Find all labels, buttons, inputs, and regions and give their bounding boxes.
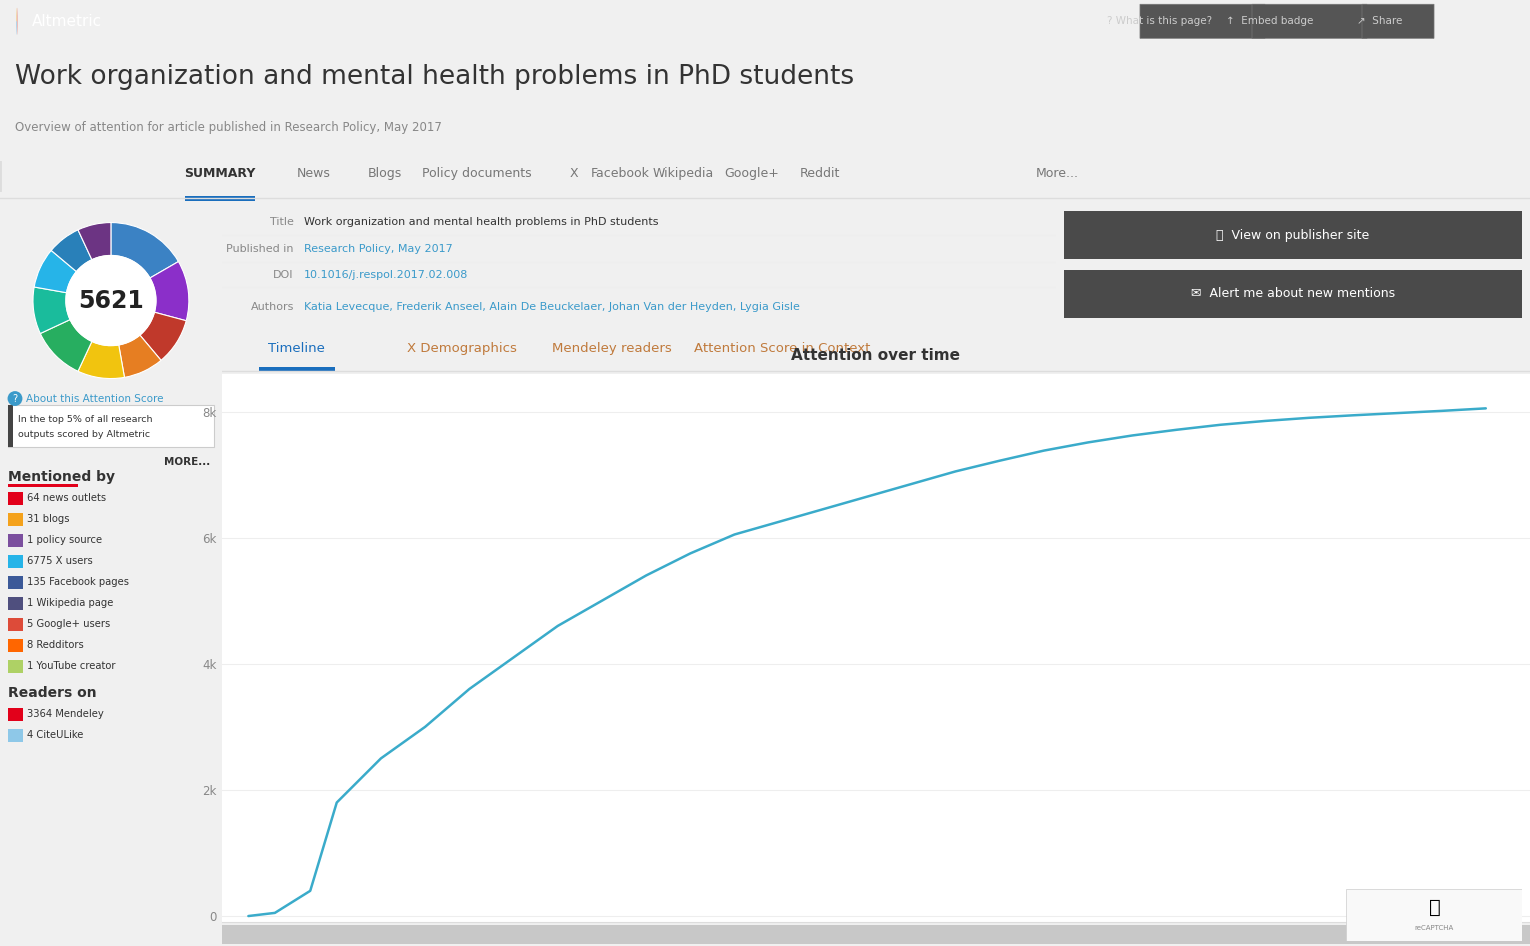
Text: ↑  Embed badge: ↑ Embed badge <box>1227 16 1314 26</box>
Text: About this Attention Score: About this Attention Score <box>26 394 164 404</box>
FancyBboxPatch shape <box>8 575 23 588</box>
FancyBboxPatch shape <box>8 483 78 486</box>
Text: Google+: Google+ <box>725 167 779 180</box>
FancyBboxPatch shape <box>1063 211 1522 259</box>
Wedge shape <box>78 342 124 378</box>
Circle shape <box>66 255 156 345</box>
Wedge shape <box>139 312 187 360</box>
Text: Wikipedia: Wikipedia <box>652 167 713 180</box>
Wedge shape <box>34 287 70 334</box>
Text: 64 news outlets: 64 news outlets <box>28 493 106 503</box>
Wedge shape <box>110 222 179 278</box>
Text: MORE...: MORE... <box>164 457 210 466</box>
FancyBboxPatch shape <box>8 534 23 547</box>
Text: Mendeley readers: Mendeley readers <box>552 342 672 355</box>
FancyBboxPatch shape <box>8 513 23 526</box>
Text: 31 blogs: 31 blogs <box>28 514 69 524</box>
Text: 1 policy source: 1 policy source <box>28 535 103 545</box>
Text: Mentioned by: Mentioned by <box>8 469 115 483</box>
FancyBboxPatch shape <box>185 196 256 201</box>
FancyBboxPatch shape <box>8 405 214 447</box>
FancyBboxPatch shape <box>1063 270 1522 318</box>
Text: News: News <box>297 167 330 180</box>
Text: 🛡: 🛡 <box>1429 898 1440 917</box>
Text: Blogs: Blogs <box>367 167 402 180</box>
FancyBboxPatch shape <box>1252 4 1366 38</box>
Text: Policy documents: Policy documents <box>422 167 532 180</box>
FancyBboxPatch shape <box>1362 4 1434 38</box>
Text: 135 Facebook pages: 135 Facebook pages <box>28 577 129 587</box>
Text: 8 Redditors: 8 Redditors <box>28 640 84 650</box>
Text: DOI: DOI <box>274 270 294 280</box>
Text: 4 CiteULike: 4 CiteULike <box>28 730 83 740</box>
Text: 1 Wikipedia page: 1 Wikipedia page <box>28 598 113 608</box>
Text: ?: ? <box>12 394 17 404</box>
Text: ⧉  View on publisher site: ⧉ View on publisher site <box>1216 229 1369 241</box>
Wedge shape <box>40 320 92 371</box>
Text: In the top 5% of all research: In the top 5% of all research <box>18 414 153 424</box>
Text: 5621: 5621 <box>78 289 144 312</box>
Wedge shape <box>119 335 161 377</box>
Text: X Demographics: X Demographics <box>407 342 517 355</box>
Text: Attention Score in Context: Attention Score in Context <box>693 342 871 355</box>
Text: outputs scored by Altmetric: outputs scored by Altmetric <box>18 430 150 439</box>
Text: Facebook: Facebook <box>591 167 649 180</box>
FancyBboxPatch shape <box>8 659 23 673</box>
FancyBboxPatch shape <box>8 597 23 609</box>
Wedge shape <box>78 222 110 260</box>
FancyBboxPatch shape <box>8 405 12 447</box>
Text: 10.1016/j.respol.2017.02.008: 10.1016/j.respol.2017.02.008 <box>304 270 468 280</box>
FancyBboxPatch shape <box>8 639 23 652</box>
Text: Research Policy, May 2017: Research Policy, May 2017 <box>304 244 453 254</box>
Text: Readers on: Readers on <box>8 686 96 699</box>
Text: Reddit: Reddit <box>800 167 840 180</box>
Text: Published in: Published in <box>226 244 294 254</box>
FancyBboxPatch shape <box>1140 4 1265 38</box>
Title: Attention over time: Attention over time <box>791 348 961 362</box>
FancyBboxPatch shape <box>8 618 23 631</box>
Text: More...: More... <box>1036 167 1079 180</box>
Text: ? What is this page?: ? What is this page? <box>1108 16 1213 26</box>
Text: Timeline: Timeline <box>268 342 326 355</box>
Text: Authors: Authors <box>251 302 294 311</box>
Text: X: X <box>569 167 578 180</box>
Text: Altmetric: Altmetric <box>32 14 103 28</box>
Text: Katia Levecque, Frederik Anseel, Alain De Beuckelaer, Johan Van der Heyden, Lygi: Katia Levecque, Frederik Anseel, Alain D… <box>304 302 800 311</box>
Wedge shape <box>150 261 188 321</box>
FancyBboxPatch shape <box>8 492 23 504</box>
FancyBboxPatch shape <box>222 925 1530 944</box>
Text: Work organization and mental health problems in PhD students: Work organization and mental health prob… <box>304 218 658 227</box>
FancyBboxPatch shape <box>8 708 23 721</box>
Text: Title: Title <box>269 218 294 227</box>
FancyBboxPatch shape <box>1346 889 1522 941</box>
Text: 1 YouTube creator: 1 YouTube creator <box>28 661 115 671</box>
Text: 5 Google+ users: 5 Google+ users <box>28 619 110 629</box>
FancyBboxPatch shape <box>8 554 23 568</box>
FancyBboxPatch shape <box>259 367 335 372</box>
Wedge shape <box>50 230 92 272</box>
Text: Work organization and mental health problems in PhD students: Work organization and mental health prob… <box>15 64 854 91</box>
Text: ✉  Alert me about new mentions: ✉ Alert me about new mentions <box>1190 288 1395 300</box>
Text: 3364 Mendeley: 3364 Mendeley <box>28 710 104 719</box>
Text: ↗  Share: ↗ Share <box>1357 16 1403 26</box>
Text: SUMMARY: SUMMARY <box>184 167 256 180</box>
FancyBboxPatch shape <box>8 728 23 742</box>
Text: 6775 X users: 6775 X users <box>28 556 93 566</box>
Wedge shape <box>34 251 76 292</box>
Text: reCAPTCHA: reCAPTCHA <box>1415 925 1453 931</box>
Text: Overview of attention for article published in Research Policy, May 2017: Overview of attention for article publis… <box>15 121 442 134</box>
